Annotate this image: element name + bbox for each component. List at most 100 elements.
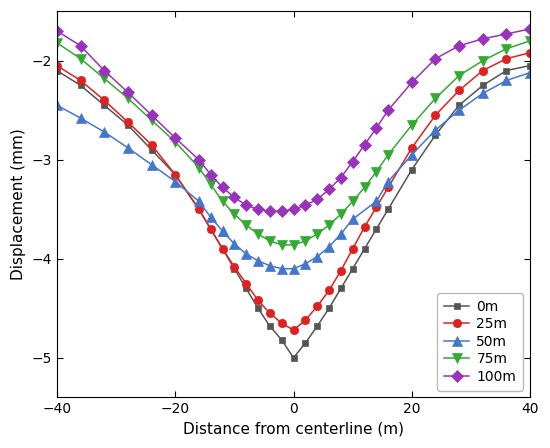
25m	[77, 78, 84, 83]
0m	[231, 266, 238, 271]
0m	[243, 286, 250, 291]
100m	[338, 175, 344, 180]
Line: 75m: 75m	[52, 36, 535, 250]
75m	[527, 38, 534, 43]
50m	[172, 179, 179, 184]
50m	[373, 198, 380, 204]
0m	[527, 63, 534, 68]
100m	[77, 43, 84, 48]
75m	[480, 58, 486, 63]
50m	[125, 145, 131, 151]
0m	[409, 167, 415, 172]
0m	[255, 306, 261, 311]
100m	[243, 202, 250, 208]
25m	[409, 145, 415, 151]
50m	[456, 108, 463, 113]
75m	[196, 165, 202, 170]
0m	[432, 132, 439, 138]
100m	[125, 90, 131, 95]
75m	[503, 46, 510, 52]
100m	[207, 172, 214, 177]
25m	[290, 327, 297, 333]
75m	[432, 95, 439, 101]
Line: 25m: 25m	[53, 48, 534, 334]
0m	[148, 147, 155, 152]
25m	[338, 268, 344, 273]
75m	[125, 95, 131, 101]
75m	[278, 242, 285, 248]
100m	[278, 208, 285, 214]
75m	[409, 122, 415, 128]
Line: 0m: 0m	[53, 62, 534, 362]
100m	[172, 135, 179, 141]
25m	[267, 310, 273, 316]
50m	[101, 129, 108, 135]
25m	[503, 56, 510, 61]
100m	[409, 80, 415, 85]
50m	[527, 70, 534, 75]
75m	[338, 211, 344, 217]
100m	[267, 208, 273, 214]
50m	[338, 231, 344, 237]
100m	[314, 197, 321, 202]
Legend: 0m, 25m, 50m, 75m, 100m: 0m, 25m, 50m, 75m, 100m	[437, 293, 523, 391]
100m	[302, 202, 309, 208]
75m	[207, 182, 214, 187]
75m	[373, 169, 380, 174]
100m	[361, 142, 368, 147]
25m	[278, 320, 285, 326]
25m	[302, 318, 309, 323]
100m	[101, 68, 108, 73]
25m	[349, 246, 356, 252]
25m	[172, 172, 179, 177]
0m	[101, 103, 108, 108]
Line: 50m: 50m	[52, 68, 535, 274]
50m	[207, 215, 214, 220]
50m	[278, 266, 285, 271]
100m	[290, 207, 297, 212]
50m	[255, 258, 261, 263]
50m	[53, 103, 60, 108]
25m	[101, 98, 108, 103]
50m	[77, 116, 84, 121]
0m	[77, 83, 84, 88]
75m	[267, 238, 273, 244]
75m	[302, 238, 309, 244]
0m	[326, 306, 332, 311]
100m	[219, 185, 226, 190]
50m	[267, 263, 273, 268]
Y-axis label: Displacement (mm): Displacement (mm)	[11, 129, 26, 280]
100m	[196, 157, 202, 162]
0m	[278, 337, 285, 343]
50m	[196, 198, 202, 204]
0m	[314, 323, 321, 329]
0m	[302, 340, 309, 346]
0m	[53, 68, 60, 73]
25m	[53, 63, 60, 68]
25m	[207, 226, 214, 232]
0m	[456, 103, 463, 108]
75m	[290, 242, 297, 248]
75m	[148, 117, 155, 123]
0m	[480, 83, 486, 88]
100m	[148, 112, 155, 118]
0m	[349, 266, 356, 271]
50m	[314, 254, 321, 259]
75m	[219, 198, 226, 204]
0m	[267, 323, 273, 329]
100m	[53, 28, 60, 34]
X-axis label: Distance from centerline (m): Distance from centerline (m)	[183, 422, 404, 437]
0m	[373, 226, 380, 232]
25m	[432, 112, 439, 118]
25m	[231, 264, 238, 269]
0m	[172, 172, 179, 177]
100m	[326, 187, 332, 192]
0m	[503, 68, 510, 73]
75m	[385, 152, 392, 157]
75m	[255, 231, 261, 237]
50m	[326, 244, 332, 250]
100m	[480, 36, 486, 42]
75m	[349, 198, 356, 204]
50m	[148, 162, 155, 168]
75m	[314, 231, 321, 237]
